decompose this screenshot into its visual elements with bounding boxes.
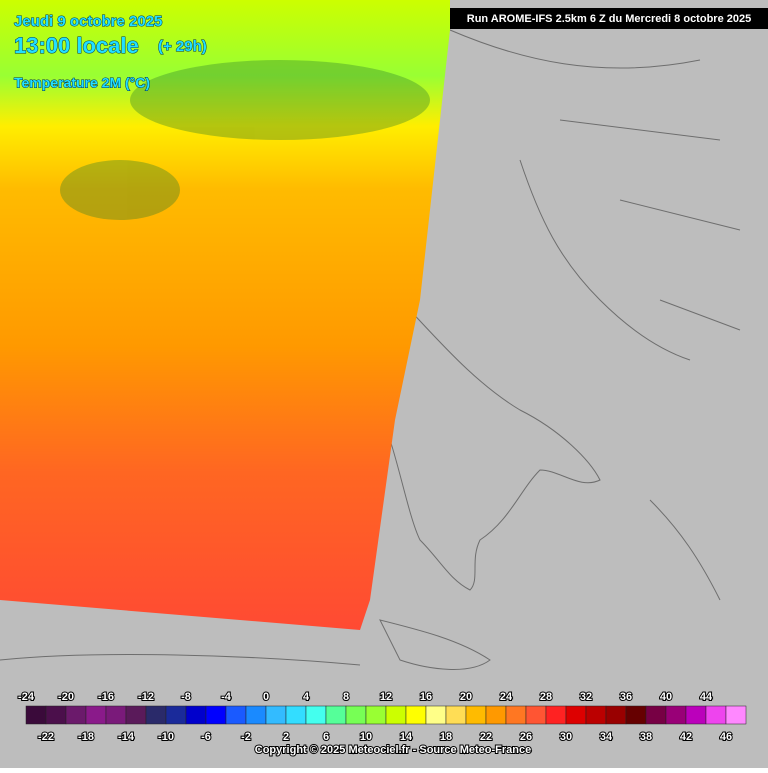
colorbar-label: -14 <box>118 731 135 743</box>
colorbar-label: 2 <box>283 731 289 743</box>
colorbar-swatch <box>145 705 167 725</box>
colorbar-label: 0 <box>263 691 269 703</box>
colorbar-label: 30 <box>560 731 572 743</box>
colorbar-swatch <box>165 705 187 725</box>
colorbar-swatch <box>485 705 507 725</box>
colorbar-label: 4 <box>303 691 310 703</box>
colorbar-label: 8 <box>343 691 349 703</box>
colorbar-swatch <box>305 705 327 725</box>
colorbar-label: -2 <box>241 731 251 743</box>
colorbar-label: 6 <box>323 731 329 743</box>
colorbar: -24-22-20-18-16-14-12-10-8-6-4-202468101… <box>17 690 747 744</box>
alps-cool-zone <box>60 60 430 220</box>
date: Jeudi 9 octobre 2025 <box>14 13 162 30</box>
colorbar-label: 38 <box>640 731 652 743</box>
colorbar-label: -12 <box>138 691 154 703</box>
colorbar-label: 10 <box>360 731 372 743</box>
colorbar-swatch <box>325 705 347 725</box>
time: 13:00 locale <box>14 33 139 58</box>
colorbar-label: -24 <box>18 691 35 703</box>
colorbar-swatch <box>605 705 627 725</box>
colorbar-swatch <box>645 705 667 725</box>
colorbar-swatch <box>85 705 107 725</box>
colorbar-label: -18 <box>78 731 94 743</box>
colorbar-label: 34 <box>600 731 613 743</box>
colorbar-swatch <box>345 705 367 725</box>
colorbar-label: -6 <box>201 731 211 743</box>
colorbar-swatch <box>525 705 547 725</box>
colorbar-swatch <box>705 705 727 725</box>
colorbar-label: -10 <box>158 731 174 743</box>
coastlines <box>0 29 741 670</box>
colorbar-swatch <box>425 705 447 725</box>
colorbar-label: 18 <box>440 731 452 743</box>
colorbar-swatch <box>125 705 147 725</box>
colorbar-label: 12 <box>380 691 392 703</box>
colorbar-swatch <box>685 705 707 725</box>
colorbar-label: -4 <box>221 691 232 703</box>
colorbar-swatch <box>65 705 87 725</box>
colorbar-label: 22 <box>480 731 492 743</box>
colorbar-label: 20 <box>460 691 472 703</box>
colorbar-swatch <box>45 705 67 725</box>
colorbar-swatch <box>245 705 267 725</box>
colorbar-label: 16 <box>420 691 432 703</box>
colorbar-label: 26 <box>520 731 532 743</box>
colorbar-swatch <box>445 705 467 725</box>
colorbar-label: 44 <box>700 691 713 703</box>
colorbar-swatch <box>365 705 387 725</box>
colorbar-label: 36 <box>620 691 632 703</box>
variable: Temperature 2M (°C) <box>14 75 150 91</box>
colorbar-swatch <box>265 705 287 725</box>
colorbar-swatch <box>405 705 427 725</box>
run-header: Run AROME-IFS 2.5km 6 Z du Mercredi 8 oc… <box>467 13 751 25</box>
colorbar-swatch <box>665 705 687 725</box>
colorbar-label: -20 <box>58 691 74 703</box>
colorbar-swatch <box>545 705 567 725</box>
colorbar-label: 42 <box>680 731 692 743</box>
colorbar-label: 40 <box>660 691 672 703</box>
colorbar-swatch <box>205 705 227 725</box>
copyright: Copyright © 2025 Meteociel.fr - Source M… <box>255 744 531 756</box>
colorbar-swatch <box>565 705 587 725</box>
colorbar-label: -16 <box>98 691 114 703</box>
colorbar-swatch <box>185 705 207 725</box>
colorbar-swatch <box>585 705 607 725</box>
colorbar-label: 46 <box>720 731 732 743</box>
colorbar-swatch <box>725 705 747 725</box>
colorbar-swatch <box>105 705 127 725</box>
colorbar-label: 28 <box>540 691 552 703</box>
colorbar-label: 32 <box>580 691 592 703</box>
colorbar-swatch <box>25 705 47 725</box>
colorbar-swatch <box>385 705 407 725</box>
colorbar-swatch <box>285 705 307 725</box>
colorbar-swatch <box>505 705 527 725</box>
colorbar-label: -8 <box>181 691 191 703</box>
colorbar-swatch <box>625 705 647 725</box>
colorbar-label: -22 <box>38 731 54 743</box>
temperature-field <box>0 0 450 630</box>
colorbar-label: 24 <box>500 691 513 703</box>
colorbar-swatch <box>465 705 487 725</box>
colorbar-label: 14 <box>400 731 413 743</box>
run-header-box <box>450 8 768 29</box>
lead-time: (+ 29h) <box>158 38 207 55</box>
colorbar-swatch <box>225 705 247 725</box>
